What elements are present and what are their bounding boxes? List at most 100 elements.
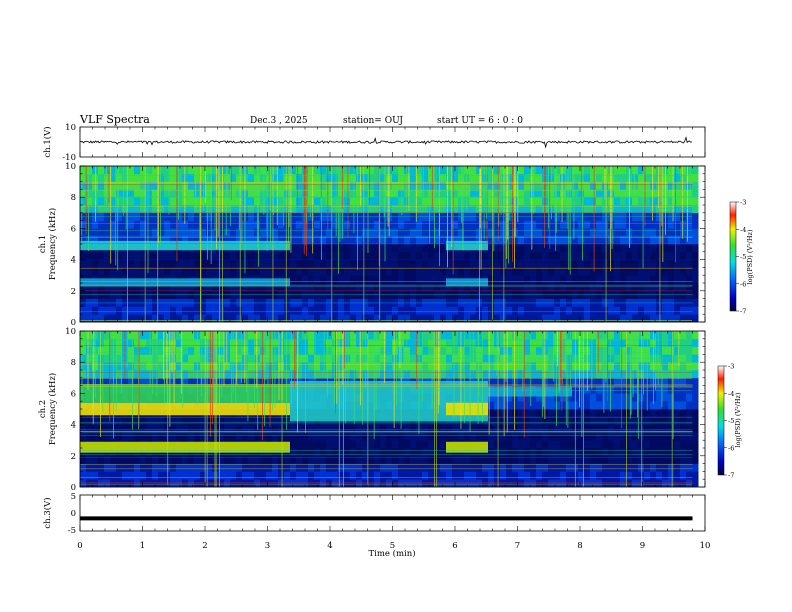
spectrogram-cell	[380, 448, 387, 457]
spectrogram-cell	[578, 220, 585, 229]
spectrogram-cell	[170, 471, 177, 480]
spectrogram-cell	[650, 416, 657, 425]
spectrogram-cell	[152, 251, 159, 260]
spectrogram-cell	[338, 283, 345, 292]
spectrogram-cell	[392, 440, 399, 449]
spectrogram-cell	[596, 244, 603, 253]
emission-band	[158, 278, 165, 287]
spectrogram-cell	[260, 432, 267, 441]
spectrogram-cell	[638, 479, 645, 488]
spectrogram-cell	[446, 181, 453, 190]
spectrogram-cell	[134, 267, 141, 276]
spectrogram-cell	[302, 440, 309, 449]
spectrogram-cell	[656, 244, 663, 253]
spectrogram-cell	[488, 416, 495, 425]
emission-band	[182, 384, 189, 403]
spectrogram-cell	[446, 370, 453, 379]
spectrogram-cell	[692, 306, 699, 315]
emission-band	[218, 384, 225, 403]
spectrogram-cell	[308, 181, 315, 190]
spectrogram-cell	[170, 283, 177, 292]
spectrogram-cell	[596, 166, 603, 175]
colorbar-tick-label: -5	[740, 253, 746, 261]
spectrogram-cell	[158, 212, 165, 221]
spectrogram-cell	[686, 455, 693, 464]
spectrogram-cell	[230, 314, 237, 323]
spectrogram-cell	[80, 283, 87, 292]
spectrogram-cell	[236, 251, 243, 260]
emission-band	[128, 384, 135, 403]
spectrogram-cell	[662, 409, 669, 418]
spectrogram-cell	[338, 267, 345, 276]
spectrogram-cell	[356, 212, 363, 221]
emission-band	[482, 402, 489, 416]
spectrogram-cell	[614, 393, 621, 402]
spectrogram-cell	[182, 283, 189, 292]
spectrogram-cell	[344, 306, 351, 315]
spectrogram-cell	[656, 181, 663, 190]
spectrogram-cell	[656, 275, 663, 284]
spectrogram-cell	[374, 259, 381, 268]
spectrogram-cell	[194, 173, 201, 182]
spectrogram-cell	[680, 189, 687, 198]
spectrogram-cell	[482, 236, 489, 245]
spectrogram-cell	[362, 251, 369, 260]
spectrogram-cell	[344, 463, 351, 472]
emission-band	[128, 441, 135, 453]
spectrogram-cell	[518, 346, 525, 355]
spectrogram-cell	[332, 259, 339, 268]
spectrogram-cell	[164, 306, 171, 315]
spectrogram-cell	[332, 463, 339, 472]
spectrogram-cell	[626, 362, 633, 371]
emission-band	[368, 380, 375, 422]
spectrogram-cell	[410, 236, 417, 245]
spectrogram-cell	[416, 455, 423, 464]
spectrogram-cell	[308, 314, 315, 323]
spectrogram-cell	[194, 228, 201, 237]
spectrogram-cell	[308, 479, 315, 488]
emission-band	[122, 240, 129, 251]
spectrogram-cell	[284, 331, 291, 340]
spectrogram-cell	[602, 377, 609, 386]
spectrogram-cell	[158, 424, 165, 433]
spectrogram-cell	[128, 189, 135, 198]
spectrogram-cell	[632, 377, 639, 386]
spectrogram-cell	[674, 181, 681, 190]
spectrogram-cell	[602, 432, 609, 441]
spectrogram-cell	[368, 173, 375, 182]
spectrogram-cell	[242, 416, 249, 425]
spectrogram-cell	[128, 331, 135, 340]
spectrogram-cell	[314, 298, 321, 307]
spectrogram-cell	[326, 479, 333, 488]
spectrogram-cell	[248, 212, 255, 221]
spectrogram-cell	[194, 220, 201, 229]
spectrogram-cell	[356, 463, 363, 472]
spectrogram-cell	[614, 424, 621, 433]
spectrogram-cell	[278, 416, 285, 425]
spectrogram-cell	[668, 173, 675, 182]
spectrogram-cell	[644, 275, 651, 284]
spectrogram-cell	[620, 251, 627, 260]
spectrogram-cell	[266, 416, 273, 425]
spectrogram-cell	[350, 370, 357, 379]
spectrogram-cell	[560, 471, 567, 480]
spectrogram-cell	[560, 409, 567, 418]
spectrogram-cell	[272, 314, 279, 323]
spectrogram-cell	[350, 244, 357, 253]
spectrogram-cell	[608, 401, 615, 410]
spectrogram-cell	[566, 267, 573, 276]
emission-band	[200, 278, 207, 287]
spectrogram-cell	[86, 314, 93, 323]
spectrogram-cell	[296, 362, 303, 371]
spectrogram-cell	[488, 251, 495, 260]
spectrogram-cell	[230, 205, 237, 214]
spectrogram-cell	[590, 377, 597, 386]
spectrogram-cell	[614, 338, 621, 347]
spectrogram-cell	[152, 455, 159, 464]
spectrogram-cell	[122, 181, 129, 190]
spectrogram-cell	[488, 212, 495, 221]
spectrogram-cell	[416, 228, 423, 237]
spectrogram-cell	[110, 189, 117, 198]
emission-band	[230, 240, 237, 251]
emission-band	[158, 441, 165, 453]
